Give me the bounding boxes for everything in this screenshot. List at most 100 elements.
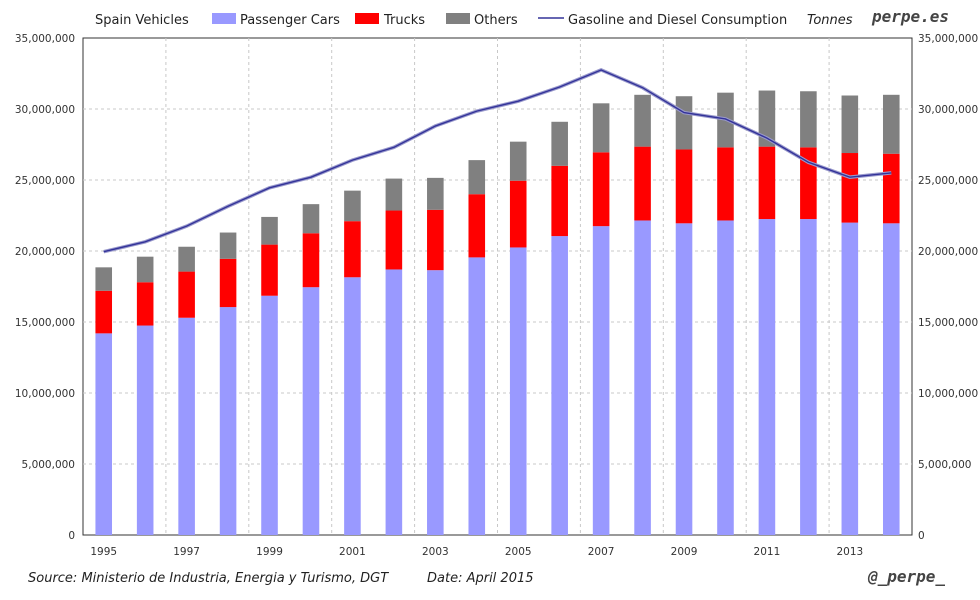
legend-label-others: Others: [474, 13, 518, 28]
bar-passenger-cars-2001: [344, 277, 361, 535]
bar-trucks-1999: [261, 245, 278, 296]
bar-passenger-cars-1996: [137, 326, 154, 535]
y2-tick-label: 5,000,000: [918, 459, 971, 471]
bar-passenger-cars-2012: [800, 219, 817, 535]
bar-trucks-2002: [386, 211, 403, 270]
bar-trucks-2009: [676, 149, 693, 223]
bar-others-2008: [634, 95, 651, 147]
bar-trucks-1995: [95, 291, 112, 334]
bar-trucks-2013: [842, 153, 859, 223]
x-tick-label: 2003: [422, 546, 449, 558]
bar-others-1996: [137, 257, 154, 283]
source-note: Source: Ministerio de Industria, Energia…: [28, 571, 389, 586]
bar-others-2000: [303, 204, 320, 233]
bar-others-2007: [593, 103, 610, 152]
bar-others-2001: [344, 191, 361, 222]
bar-others-1998: [220, 233, 237, 259]
legend-swatch-trucks: [355, 13, 379, 24]
bar-others-2012: [800, 91, 817, 147]
x-tick-label: 2005: [505, 546, 532, 558]
bar-trucks-2011: [759, 147, 776, 219]
y2-tick-label: 0: [918, 530, 925, 542]
y2-tick-label: 25,000,000: [918, 175, 978, 187]
bar-trucks-2006: [551, 166, 568, 236]
bar-trucks-2014: [883, 154, 900, 224]
y-tick-label: 25,000,000: [15, 175, 75, 187]
y-tick-label: 20,000,000: [15, 246, 75, 258]
bar-others-2003: [427, 178, 444, 210]
bar-others-2006: [551, 122, 568, 166]
bar-trucks-1997: [178, 272, 195, 318]
legend-swatch-passenger-cars: [212, 13, 236, 24]
bar-passenger-cars-1995: [95, 333, 112, 535]
bar-trucks-2007: [593, 152, 610, 226]
bar-trucks-1996: [137, 282, 154, 325]
y-tick-label: 15,000,000: [15, 317, 75, 329]
bar-passenger-cars-1998: [220, 307, 237, 535]
x-tick-label: 1997: [173, 546, 200, 558]
bar-trucks-2005: [510, 181, 527, 248]
y2-tick-label: 30,000,000: [918, 104, 978, 116]
y2-tick-label: 10,000,000: [918, 388, 978, 400]
bar-others-1995: [95, 267, 112, 290]
x-tick-label: 2001: [339, 546, 366, 558]
bar-passenger-cars-2011: [759, 219, 776, 535]
bar-passenger-cars-1997: [178, 318, 195, 535]
chart: 0 5,000,000 10,000,000 15,000,000 20,000,000…: [0, 0, 980, 600]
bar-trucks-2004: [468, 194, 485, 257]
bar-passenger-cars-1999: [261, 296, 278, 535]
bar-others-2005: [510, 142, 527, 181]
date-note: Date: April 2015: [427, 571, 534, 586]
right-axis-unit: Tonnes: [807, 13, 853, 28]
bar-others-2014: [883, 95, 900, 154]
bar-passenger-cars-2013: [842, 223, 859, 535]
left-axis-ticks: 0 5,000,000 10,000,000 15,000,000 20,000,000…: [15, 33, 75, 542]
bar-trucks-2003: [427, 210, 444, 270]
x-tick-label: 2007: [588, 546, 615, 558]
bar-trucks-1998: [220, 259, 237, 307]
x-axis-ticks: 1995 1997 1999 2001 2003 2005 2007 2009 2011 2013: [90, 546, 863, 558]
y-tick-label: 30,000,000: [15, 104, 75, 116]
y-tick-label: 5,000,000: [22, 459, 75, 471]
y-tick-label: 35,000,000: [15, 33, 75, 45]
bar-passenger-cars-2007: [593, 226, 610, 535]
bar-passenger-cars-2008: [634, 220, 651, 535]
bar-passenger-cars-2004: [468, 257, 485, 535]
legend-label-trucks: Trucks: [383, 13, 425, 28]
bar-others-2009: [676, 96, 693, 149]
x-tick-label: 2013: [836, 546, 863, 558]
brand-logo: perpe.es: [871, 7, 949, 26]
bar-trucks-2001: [344, 221, 361, 277]
bar-trucks-2008: [634, 147, 651, 221]
y-tick-label: 0: [68, 530, 75, 542]
bar-trucks-2000: [303, 233, 320, 287]
right-axis-ticks: 0 5,000,000 10,000,000 15,000,000 20,000,000…: [918, 33, 978, 542]
bar-passenger-cars-2009: [676, 223, 693, 535]
x-tick-label: 2009: [671, 546, 698, 558]
x-tick-label: 1995: [90, 546, 117, 558]
bar-others-2004: [468, 160, 485, 194]
bar-passenger-cars-2010: [717, 220, 734, 535]
x-tick-label: 2011: [754, 546, 781, 558]
bar-others-2002: [386, 179, 403, 211]
legend-label-passenger-cars: Passenger Cars: [240, 13, 340, 28]
bar-trucks-2010: [717, 147, 734, 220]
bar-others-1999: [261, 217, 278, 245]
bar-passenger-cars-2002: [386, 269, 403, 535]
y2-tick-label: 35,000,000: [918, 33, 978, 45]
chart-title: Spain Vehicles: [95, 13, 189, 28]
y2-tick-label: 20,000,000: [918, 246, 978, 258]
bar-passenger-cars-2006: [551, 236, 568, 535]
bar-passenger-cars-2014: [883, 223, 900, 535]
bar-passenger-cars-2003: [427, 270, 444, 535]
bar-others-1997: [178, 247, 195, 272]
x-tick-label: 1999: [256, 546, 283, 558]
y2-tick-label: 15,000,000: [918, 317, 978, 329]
bar-passenger-cars-2005: [510, 247, 527, 535]
y-tick-label: 10,000,000: [15, 388, 75, 400]
legend-label-consumption: Gasoline and Diesel Consumption: [568, 13, 787, 28]
bar-passenger-cars-2000: [303, 287, 320, 535]
legend-swatch-others: [446, 13, 470, 24]
author-handle: @_perpe_: [867, 567, 945, 586]
bar-others-2013: [842, 96, 859, 154]
